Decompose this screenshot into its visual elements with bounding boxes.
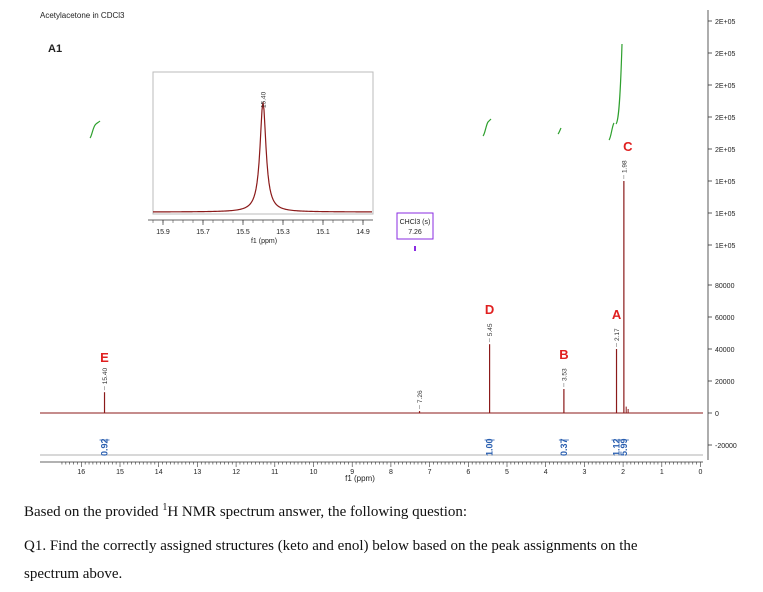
y-tick-label: 1E+05 (715, 243, 736, 250)
x-axis-label: f1 (ppm) (345, 474, 375, 483)
question-1-line2: spectrum above. (24, 566, 123, 582)
x-tick-label: 0 (699, 469, 703, 476)
question-intro-part1: Based on the provided (24, 504, 163, 520)
peak-shift-label: 7.26 (417, 390, 424, 403)
inset-tick-label: 15.5 (236, 229, 250, 236)
y-tick-label: 2E+05 (715, 147, 736, 154)
peak-shift-label: 2.17 (614, 328, 621, 341)
x-tick-label: 12 (232, 469, 240, 476)
inset-ticks: 15.9 15.7 15.5 15.3 15.1 14.9 15.40 (152, 91, 370, 236)
x-tick-label: 2 (621, 469, 625, 476)
x-tick-label: 4 (544, 469, 548, 476)
y-tick-label: 60000 (715, 315, 735, 322)
question-intro: Based on the provided 1H NMR spectrum an… (24, 502, 467, 521)
panel-label: A1 (48, 43, 62, 55)
y-tick-label: 1E+05 (715, 179, 736, 186)
inset-peak-curve (153, 101, 372, 213)
x-tick-label: 11 (271, 469, 278, 476)
x-tick-label: 16 (77, 469, 85, 476)
x-tick-label: 3 (582, 469, 586, 476)
x-tick-label: 5 (505, 469, 509, 476)
integral-value-B: 0.37 (559, 438, 569, 456)
integral-value-E: 0.92 (100, 438, 110, 456)
peak-shift-label: 5.45 (487, 323, 494, 336)
inset-frame (152, 71, 374, 215)
y-tick-label: 40000 (715, 347, 735, 354)
inset-tick-label: 15.1 (316, 229, 330, 236)
solvent-box-line1: CHCl3 (s) (400, 219, 431, 226)
integral-curve-d (482, 118, 492, 137)
x-tick-label: 7 (428, 469, 432, 476)
inset-tick-label: 15.7 (196, 229, 210, 236)
peak-letter-A: A (612, 307, 622, 322)
peak-shift-label: 1.98 (621, 160, 628, 173)
y-tick-label: 2E+05 (715, 19, 736, 26)
x-tick-label: 9 (350, 469, 354, 476)
x-tick-label: 13 (194, 469, 202, 476)
x-tick-label: 10 (310, 469, 318, 476)
question-1-line1: Q1. Find the correctly assigned structur… (24, 538, 638, 554)
x-tick-label: 14 (155, 469, 163, 476)
y-axis: 2E+05 2E+05 2E+05 2E+05 2E+05 1E+05 1E+05 1E+05… (707, 10, 737, 460)
integral-curve-b (557, 127, 562, 135)
y-tick-label: 0 (715, 411, 719, 418)
chart-title: Acetylacetone in CDCl3 (40, 11, 125, 20)
peak-shift-label: 3.53 (561, 368, 568, 381)
inset-peak-label: 15.40 (261, 91, 268, 108)
inset-tick-label: 15.9 (156, 229, 170, 236)
x-tick-label: 15 (116, 469, 124, 476)
peak-letter-D: D (485, 302, 494, 317)
integral-series: 0.92 1.00 0.37 1.125.99 (99, 438, 629, 456)
inset-zoom-panel: 15.9 15.7 15.5 15.3 15.1 14.9 15.40 f1 (ppm) (148, 71, 374, 245)
nmr-spectrum-chart: Acetylacetone in CDCl3 A1 2E+052E+052E+0… (40, 10, 737, 483)
integral-value-D: 1.00 (485, 438, 495, 456)
x-tick-label: 8 (389, 469, 393, 476)
y-tick-label: 20000 (715, 379, 735, 386)
y-tick-label: 2E+05 (715, 115, 736, 122)
peak-letter-B: B (559, 347, 568, 362)
peak-letter-C: C (623, 139, 633, 154)
integral-curves (89, 43, 623, 141)
x-axis: 16 15 14 13 12 11 10 9 8 7 6 5 4 3 2 1 0 (40, 461, 703, 476)
y-tick-label: 1E+05 (715, 211, 736, 218)
y-tick-label: 2E+05 (715, 51, 736, 58)
inset-tick-label: 14.9 (356, 229, 370, 236)
inset-x-axis-label: f1 (ppm) (251, 238, 277, 245)
y-tick-label: 80000 (715, 283, 735, 290)
peak-shift-label: 15.40 (102, 368, 109, 385)
integral-curve-a (608, 122, 615, 141)
solvent-box-line2: 7.26 (408, 229, 422, 236)
integral-value-A: 1.12 (612, 438, 622, 456)
x-tick-label: 6 (466, 469, 470, 476)
solvent-box-frame (396, 212, 434, 240)
solvent-label-box: CHCl3 (s) 7.26 (396, 212, 434, 251)
integral-value-C: 5.99 (619, 438, 629, 456)
y-tick-label: 2E+05 (715, 83, 736, 90)
question-intro-superscript: 1 (162, 502, 168, 513)
x-tick-label: 1 (660, 469, 664, 476)
peak-letter-E: E (100, 350, 109, 365)
integral-curve-e (89, 120, 101, 139)
integral-curve-c (615, 43, 623, 125)
question-intro-part2: H NMR spectrum answer, the following que… (167, 504, 468, 520)
inset-tick-label: 15.3 (276, 229, 290, 236)
y-tick-label: -20000 (715, 443, 737, 450)
peak-series: 15.40 E 7.26 5.45 D 3.53 B 2.17 A 1.98 C (100, 139, 633, 413)
